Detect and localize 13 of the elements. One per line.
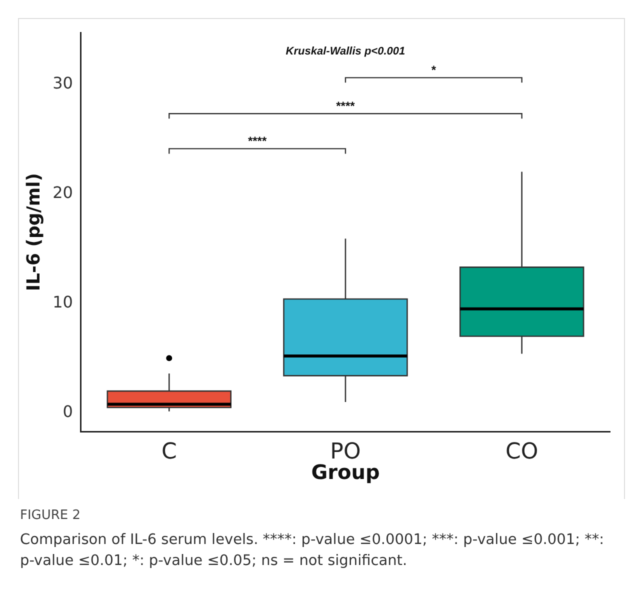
x-tick-label: C	[161, 440, 177, 465]
annotation: ****	[336, 98, 356, 113]
caption: FIGURE 2	[20, 508, 81, 523]
text: Comparison of IL-6 serum levels. ****: p-value ≤0.0001; ***: p-value ≤0.001; **: p-value ≤0.01; *: p-value ≤0.05; ns = not significant.	[20, 531, 605, 571]
annotation: Kruskal-Wallis p<0.001	[286, 45, 406, 58]
y-tick-label: 30	[52, 73, 73, 92]
y-tick-label: 20	[52, 182, 73, 202]
x-tick-label: CO	[505, 440, 538, 465]
y-axis-title: IL-6 (pg/ml)	[23, 173, 44, 292]
y-tick-label: 10	[52, 292, 73, 312]
y-tick-label: 0	[62, 402, 73, 422]
annotation: *	[431, 63, 436, 77]
annotation: ****	[248, 134, 267, 148]
